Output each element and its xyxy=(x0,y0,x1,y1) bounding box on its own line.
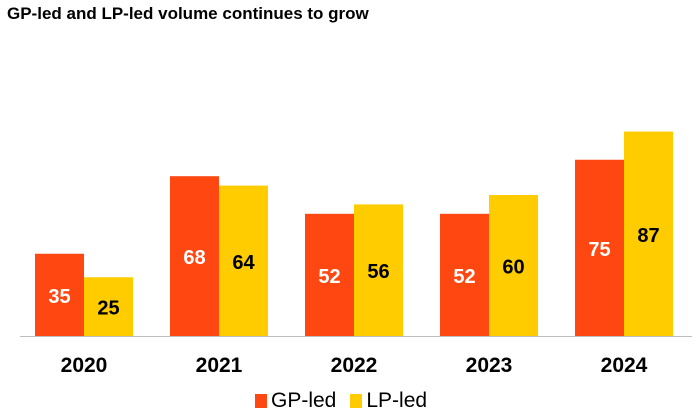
value-label-gp-led-2022: 52 xyxy=(318,266,340,288)
value-label-lp-led-2021: 64 xyxy=(232,252,255,274)
value-label-lp-led-2020: 25 xyxy=(97,298,119,320)
value-label-gp-led-2023: 52 xyxy=(453,266,475,288)
bar-gp-led-2023 xyxy=(440,213,489,336)
value-label-lp-led-2023: 60 xyxy=(502,257,524,279)
x-tick-label-2022: 2022 xyxy=(331,354,378,377)
value-label-gp-led-2021: 68 xyxy=(183,247,205,269)
legend: GP-led LP-led xyxy=(255,389,441,413)
legend-swatch-gp-led xyxy=(255,394,267,408)
value-label-gp-led-2024: 75 xyxy=(588,239,610,261)
bars-layer xyxy=(35,131,673,336)
x-tick-label-2020: 2020 xyxy=(61,354,108,377)
chart-title: GP-led and LP-led volume continues to gr… xyxy=(7,4,369,23)
value-labels-layer: 35 25 68 64 52 56 52 60 75 87 xyxy=(48,225,659,320)
legend-item-gp-led: GP-led xyxy=(255,389,336,413)
x-tick-label-2024: 2024 xyxy=(601,354,648,377)
bar-lp-led-2024 xyxy=(624,131,673,336)
x-tick-label-2021: 2021 xyxy=(196,354,243,377)
legend-label-lp-led: LP-led xyxy=(366,389,428,412)
value-label-lp-led-2022: 56 xyxy=(367,261,389,283)
bar-lp-led-2023 xyxy=(489,195,538,336)
value-label-gp-led-2020: 35 xyxy=(48,286,70,308)
x-tick-labels-layer: 2020 2021 2022 2023 2024 xyxy=(61,354,648,377)
bar-gp-led-2024 xyxy=(575,159,624,336)
x-tick-label-2023: 2023 xyxy=(466,354,513,377)
bar-lp-led-2020 xyxy=(84,277,133,336)
legend-swatch-lp-led xyxy=(350,394,363,408)
legend-item-lp-led: LP-led xyxy=(350,389,427,413)
bar-gp-led-2020 xyxy=(35,253,84,336)
bar-lp-led-2022 xyxy=(354,204,403,336)
legend-label-gp-led: GP-led xyxy=(271,389,337,412)
value-label-lp-led-2024: 87 xyxy=(637,225,659,247)
bar-gp-led-2021 xyxy=(170,176,219,336)
bar-gp-led-2022 xyxy=(305,213,354,336)
bar-lp-led-2021 xyxy=(219,185,268,336)
